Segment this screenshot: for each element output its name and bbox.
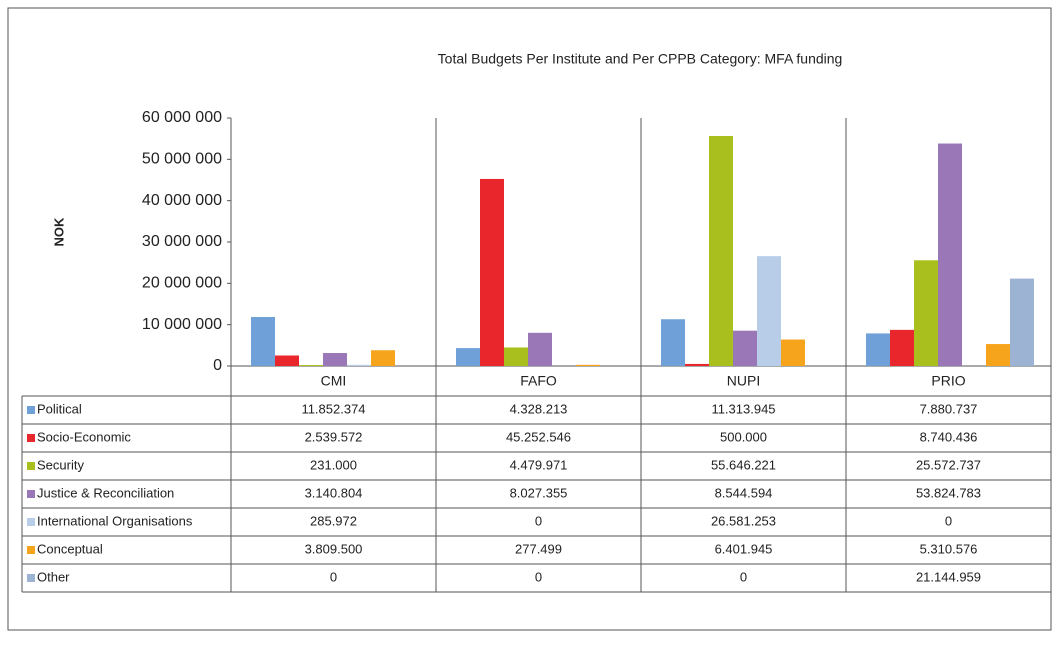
- y-tick-label: 20 000 000: [142, 275, 222, 292]
- data-label: 277.499: [515, 541, 562, 556]
- legend-label: Conceptual: [37, 541, 103, 556]
- y-tick-label: 30 000 000: [142, 233, 222, 250]
- data-label: 500.000: [720, 429, 767, 444]
- x-tick-label: PRIO: [931, 373, 965, 389]
- data-label: 0: [535, 513, 542, 528]
- bar: [480, 178, 504, 366]
- data-label: 3.140.804: [305, 485, 363, 500]
- data-label: 7.880.737: [920, 401, 978, 416]
- legend-swatch: [27, 518, 35, 526]
- bar: [299, 365, 323, 366]
- data-label: 45.252.546: [506, 429, 571, 444]
- bar: [504, 347, 528, 366]
- legend-swatch: [27, 462, 35, 470]
- bar: [781, 339, 805, 366]
- data-label: 285.972: [310, 513, 357, 528]
- data-label: 4.479.971: [510, 457, 568, 472]
- data-label: 4.328.213: [510, 401, 568, 416]
- legend-label: International Organisations: [37, 513, 193, 528]
- bar: [938, 143, 962, 366]
- data-label: 231.000: [310, 457, 357, 472]
- data-label: 3.809.500: [305, 541, 363, 556]
- legend-swatch: [27, 406, 35, 414]
- legend-label: Socio-Economic: [37, 429, 131, 444]
- y-tick-label: 60 000 000: [142, 109, 222, 126]
- legend-swatch: [27, 546, 35, 554]
- bar: [275, 355, 299, 366]
- legend-swatch: [27, 490, 35, 498]
- bar: [1010, 278, 1034, 366]
- data-label: 0: [535, 569, 542, 584]
- y-tick-label: 0: [213, 357, 222, 374]
- legend-swatch: [27, 434, 35, 442]
- bar: [347, 364, 371, 366]
- data-label: 25.572.737: [916, 457, 981, 472]
- data-label: 53.824.783: [916, 485, 981, 500]
- frame: [7, 7, 1052, 631]
- data-label: 11.313.945: [711, 401, 775, 416]
- y-tick-label: 40 000 000: [142, 192, 222, 209]
- bar: [685, 363, 709, 366]
- bar: [528, 332, 552, 366]
- data-label: 55.646.221: [711, 457, 776, 472]
- data-label: 26.581.253: [711, 513, 776, 528]
- legend-label: Justice & Reconciliation: [37, 485, 174, 500]
- bar: [323, 353, 347, 366]
- x-tick-label: CMI: [321, 373, 347, 389]
- data-label: 8.544.594: [715, 485, 773, 500]
- x-tick-label: NUPI: [727, 373, 760, 389]
- bar: [914, 260, 938, 366]
- data-label: 8.740.436: [920, 429, 978, 444]
- data-label: 0: [330, 569, 337, 584]
- bar: [866, 333, 890, 366]
- data-label: 2.539.572: [305, 429, 363, 444]
- y-axis-label: NOK: [51, 217, 66, 247]
- bar: [757, 256, 781, 366]
- data-label: 0: [945, 513, 952, 528]
- data-label: 8.027.355: [510, 485, 568, 500]
- bar: [456, 348, 480, 366]
- data-label: 11.852.374: [301, 401, 365, 416]
- bar: [371, 350, 395, 366]
- bar: [661, 319, 685, 366]
- data-label: 21.144.959: [916, 569, 981, 584]
- legend-label: Security: [37, 457, 84, 472]
- bar: [576, 364, 600, 366]
- data-label: 6.401.945: [715, 541, 773, 556]
- bar: [986, 344, 1010, 366]
- legend-label: Other: [37, 569, 70, 584]
- legend-label: Political: [37, 401, 82, 416]
- y-tick-label: 50 000 000: [142, 151, 222, 168]
- bar: [709, 135, 733, 366]
- bar: [733, 330, 757, 366]
- bar: [251, 317, 275, 366]
- data-label: 0: [740, 569, 747, 584]
- x-tick-label: FAFO: [520, 373, 557, 389]
- legend-swatch: [27, 574, 35, 582]
- data-label: 5.310.576: [920, 541, 978, 556]
- y-tick-label: 10 000 000: [142, 316, 222, 333]
- chart-title: Total Budgets Per Institute and Per CPPB…: [438, 51, 843, 67]
- bar: [890, 329, 914, 366]
